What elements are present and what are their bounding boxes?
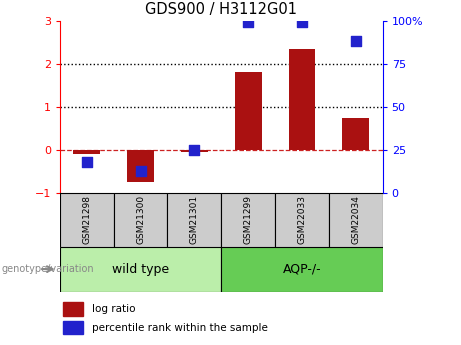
FancyBboxPatch shape xyxy=(221,247,383,292)
Bar xyxy=(289,49,315,150)
Text: GSM21301: GSM21301 xyxy=(190,195,199,245)
Text: percentile rank within the sample: percentile rank within the sample xyxy=(92,323,268,333)
Bar xyxy=(63,321,83,335)
Point xyxy=(191,147,198,153)
Bar xyxy=(73,150,100,155)
Point xyxy=(352,39,360,44)
Text: GSM21298: GSM21298 xyxy=(83,195,91,245)
Point xyxy=(137,168,144,174)
FancyBboxPatch shape xyxy=(60,247,221,292)
FancyBboxPatch shape xyxy=(60,193,114,247)
Text: wild type: wild type xyxy=(112,263,169,276)
Point xyxy=(83,159,90,165)
FancyBboxPatch shape xyxy=(114,193,167,247)
FancyBboxPatch shape xyxy=(329,193,383,247)
Text: GSM21300: GSM21300 xyxy=(136,195,145,245)
FancyBboxPatch shape xyxy=(167,193,221,247)
Text: GSM22033: GSM22033 xyxy=(297,195,307,245)
Point xyxy=(298,20,306,25)
Text: GSM22034: GSM22034 xyxy=(351,196,360,244)
Text: AQP-/-: AQP-/- xyxy=(283,263,321,276)
Bar xyxy=(127,150,154,183)
FancyBboxPatch shape xyxy=(275,193,329,247)
Title: GDS900 / H3112G01: GDS900 / H3112G01 xyxy=(145,2,297,17)
Bar xyxy=(181,150,208,152)
Point xyxy=(244,20,252,25)
Bar xyxy=(342,118,369,150)
Bar xyxy=(63,302,83,315)
Bar xyxy=(235,72,261,150)
Text: log ratio: log ratio xyxy=(92,304,136,314)
Text: genotype/variation: genotype/variation xyxy=(1,264,94,274)
Text: GSM21299: GSM21299 xyxy=(244,195,253,245)
FancyBboxPatch shape xyxy=(221,193,275,247)
